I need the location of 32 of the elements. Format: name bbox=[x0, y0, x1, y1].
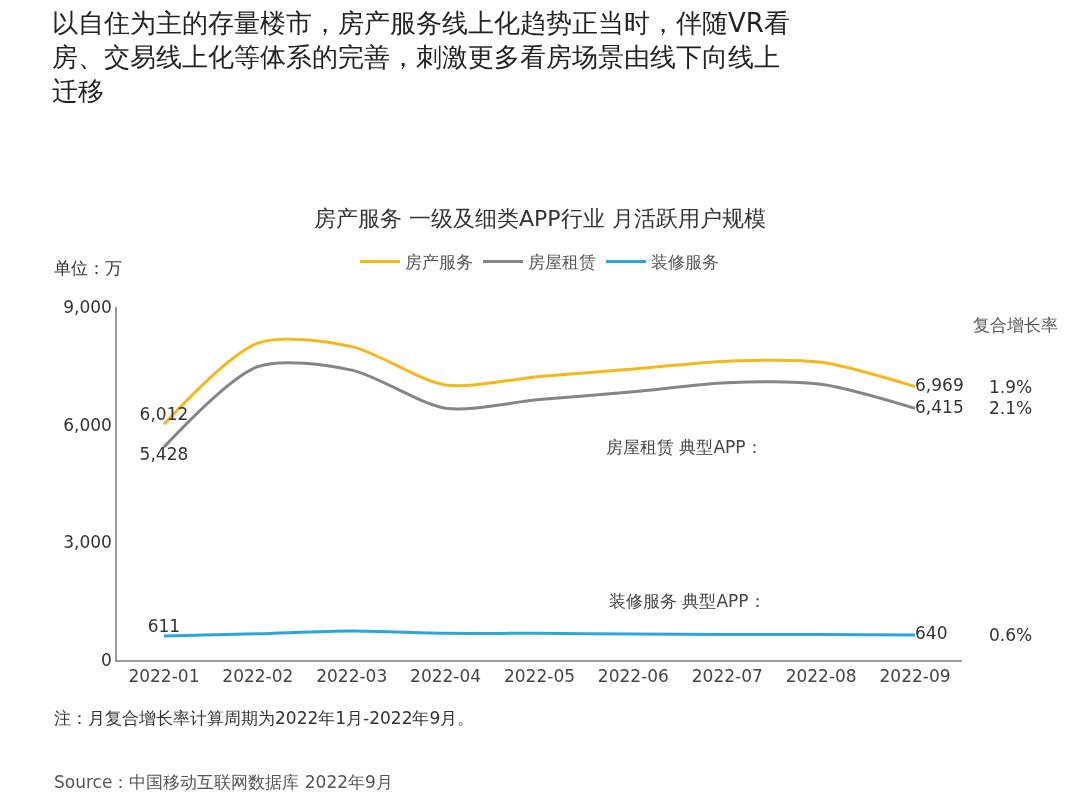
y-tick-label: 3,000 bbox=[63, 532, 112, 553]
x-tick-label: 2022-02 bbox=[222, 666, 294, 687]
x-tick-label: 2022-01 bbox=[128, 666, 200, 687]
data-label: 6,969 bbox=[915, 374, 964, 395]
y-tick-label: 0 bbox=[101, 649, 112, 670]
text: 2.1% bbox=[989, 398, 1033, 418]
annotation: 装修服务 典型APP： bbox=[609, 591, 766, 611]
source-note: Source：中国移动互联网数据库 2022年9月 bbox=[54, 772, 393, 792]
text: 复合增长率 bbox=[973, 315, 1058, 335]
data-label: 6,415 bbox=[915, 396, 964, 417]
x-tick-label: 2022-06 bbox=[597, 666, 669, 687]
chart-title: 以自住为主的存量楼市，房产服务线上化趋势正当时，伴随VR看房、交易线上化等体系的完善，刺激更多看房场景由线下向线上迁移 bbox=[52, 8, 790, 106]
text: 注：月复合增长率计算周期为2022年1月-2022年9月。 bbox=[54, 708, 475, 728]
x-tick-label: 2022-04 bbox=[410, 666, 482, 687]
annotation: 房屋租赁 典型APP： bbox=[606, 437, 763, 457]
data-label: 611 bbox=[147, 615, 181, 636]
x-tick-label: 2022-07 bbox=[691, 666, 763, 687]
legend-label: 房产服务 bbox=[405, 252, 473, 273]
data-label: 640 bbox=[915, 623, 948, 644]
x-tick-label: 2022-09 bbox=[879, 666, 951, 687]
legend-label: 装修服务 bbox=[651, 252, 719, 273]
text: 0.6% bbox=[989, 625, 1033, 645]
y-axis-title: 单位：万 bbox=[54, 258, 122, 278]
y-tick-label: 6,000 bbox=[63, 414, 112, 435]
text: 1.9% bbox=[989, 377, 1033, 397]
x-tick-label: 2022-03 bbox=[316, 666, 388, 687]
y-tick-label: 9,000 bbox=[63, 296, 112, 317]
x-tick-label: 2022-05 bbox=[503, 666, 576, 687]
legend-label: 房屋租赁 bbox=[528, 252, 596, 273]
chart-subtitle: 房产服务 一级及细类APP行业 月活跃用户规模 bbox=[314, 206, 766, 231]
x-tick-label: 2022-08 bbox=[785, 666, 857, 687]
data-label: 5,428 bbox=[139, 443, 189, 464]
